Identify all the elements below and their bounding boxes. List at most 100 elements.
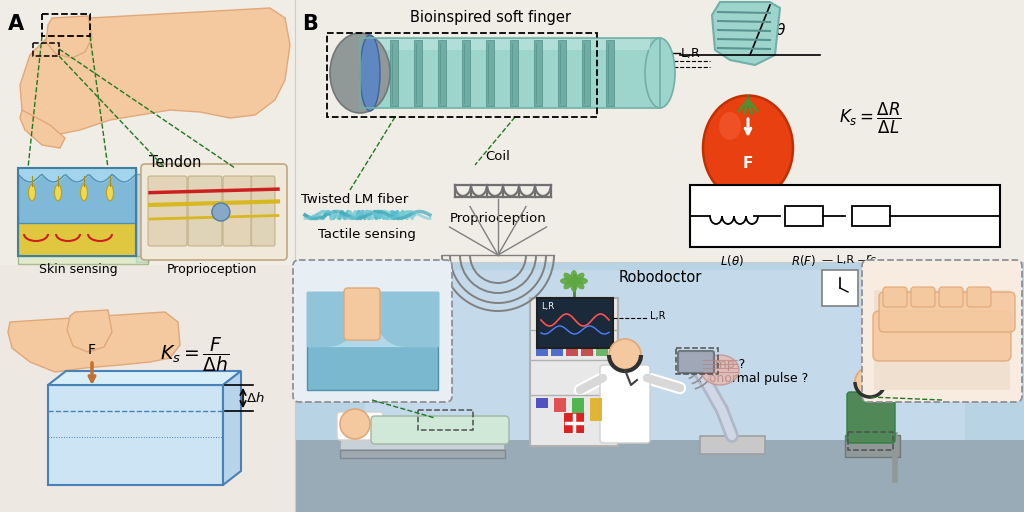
- Circle shape: [212, 203, 230, 221]
- Text: Proprioception: Proprioception: [450, 212, 547, 225]
- FancyBboxPatch shape: [911, 287, 935, 307]
- Ellipse shape: [54, 185, 61, 201]
- FancyBboxPatch shape: [883, 287, 907, 307]
- Bar: [295, 0, 1024, 262]
- Ellipse shape: [573, 279, 585, 289]
- Text: L,R: L,R: [681, 47, 700, 59]
- Bar: [360, 38, 650, 50]
- FancyBboxPatch shape: [251, 176, 275, 246]
- FancyBboxPatch shape: [148, 176, 187, 246]
- Polygon shape: [223, 371, 241, 485]
- Polygon shape: [46, 16, 92, 58]
- Ellipse shape: [106, 185, 114, 201]
- Bar: [486, 40, 494, 106]
- Bar: [564, 413, 584, 433]
- FancyBboxPatch shape: [223, 176, 252, 246]
- FancyBboxPatch shape: [141, 164, 287, 260]
- Bar: [340, 432, 505, 450]
- Bar: [530, 298, 618, 446]
- Text: Abnormal pulse ?: Abnormal pulse ?: [700, 372, 808, 385]
- Polygon shape: [712, 2, 780, 65]
- Bar: [0, 0, 295, 265]
- Ellipse shape: [81, 185, 87, 201]
- Bar: [307, 292, 438, 390]
- Bar: [340, 450, 505, 458]
- Bar: [295, 440, 1024, 512]
- Ellipse shape: [563, 272, 574, 284]
- Bar: [536, 398, 548, 408]
- FancyBboxPatch shape: [337, 412, 383, 440]
- Bar: [18, 168, 136, 256]
- Bar: [360, 38, 660, 108]
- Circle shape: [855, 367, 885, 397]
- Bar: [390, 40, 398, 106]
- Bar: [536, 332, 548, 356]
- Ellipse shape: [573, 272, 585, 284]
- Bar: [438, 40, 446, 106]
- Bar: [582, 40, 590, 106]
- Text: $R(F)$: $R(F)$: [792, 253, 816, 268]
- Bar: [18, 168, 136, 223]
- FancyBboxPatch shape: [600, 365, 650, 443]
- Text: F: F: [88, 343, 96, 357]
- Text: Robodoctor: Robodoctor: [618, 270, 701, 285]
- FancyBboxPatch shape: [188, 176, 222, 246]
- Bar: [48, 385, 223, 485]
- Bar: [596, 332, 608, 356]
- Circle shape: [609, 339, 641, 371]
- Bar: [462, 40, 470, 106]
- Bar: [18, 219, 136, 256]
- Bar: [606, 40, 614, 106]
- Text: Tendon: Tendon: [148, 155, 201, 170]
- Text: $\theta$: $\theta$: [775, 22, 786, 38]
- Text: Palpation: Palpation: [340, 272, 404, 286]
- Bar: [42, 14, 90, 36]
- Bar: [414, 40, 422, 106]
- Text: Coil: Coil: [485, 150, 510, 163]
- Text: $\Delta h$: $\Delta h$: [246, 391, 264, 405]
- FancyBboxPatch shape: [939, 287, 963, 307]
- Bar: [822, 270, 858, 306]
- Ellipse shape: [560, 278, 574, 285]
- Bar: [845, 435, 900, 457]
- Text: $K_s = \dfrac{\Delta R}{\Delta L}$: $K_s = \dfrac{\Delta R}{\Delta L}$: [839, 100, 901, 136]
- Text: L,R: L,R: [541, 302, 554, 311]
- Text: Twisted LM fiber: Twisted LM fiber: [301, 193, 409, 206]
- FancyBboxPatch shape: [847, 392, 895, 443]
- Bar: [18, 256, 148, 264]
- Polygon shape: [8, 312, 180, 372]
- Text: B: B: [302, 14, 317, 34]
- Ellipse shape: [701, 355, 739, 385]
- Ellipse shape: [570, 270, 578, 284]
- Ellipse shape: [570, 278, 578, 292]
- Bar: [33, 43, 59, 56]
- FancyBboxPatch shape: [371, 416, 509, 444]
- Bar: [360, 38, 660, 108]
- Bar: [537, 298, 613, 348]
- Text: Bioinspired soft finger: Bioinspired soft finger: [410, 10, 570, 25]
- Bar: [136, 174, 148, 262]
- Bar: [534, 40, 542, 106]
- Bar: [690, 185, 1000, 247]
- Bar: [581, 332, 593, 356]
- FancyBboxPatch shape: [967, 287, 991, 307]
- Ellipse shape: [29, 185, 36, 201]
- Ellipse shape: [574, 278, 588, 285]
- Ellipse shape: [360, 35, 380, 111]
- FancyBboxPatch shape: [344, 288, 380, 340]
- Ellipse shape: [703, 96, 793, 201]
- Polygon shape: [20, 8, 290, 135]
- FancyBboxPatch shape: [862, 260, 1022, 402]
- Bar: [590, 398, 602, 421]
- Polygon shape: [48, 371, 241, 385]
- Bar: [510, 40, 518, 106]
- Text: C: C: [302, 272, 317, 292]
- Text: F: F: [742, 156, 754, 170]
- Bar: [554, 398, 566, 412]
- Ellipse shape: [563, 279, 574, 289]
- Text: — L,R —: — L,R —: [821, 255, 868, 265]
- Text: $L(\theta)$: $L(\theta)$: [720, 253, 744, 268]
- Text: $K_s = \dfrac{F}{\Delta h}$: $K_s = \dfrac{F}{\Delta h}$: [161, 335, 229, 374]
- Text: Skin sensing: Skin sensing: [39, 263, 118, 276]
- Bar: [327, 33, 597, 117]
